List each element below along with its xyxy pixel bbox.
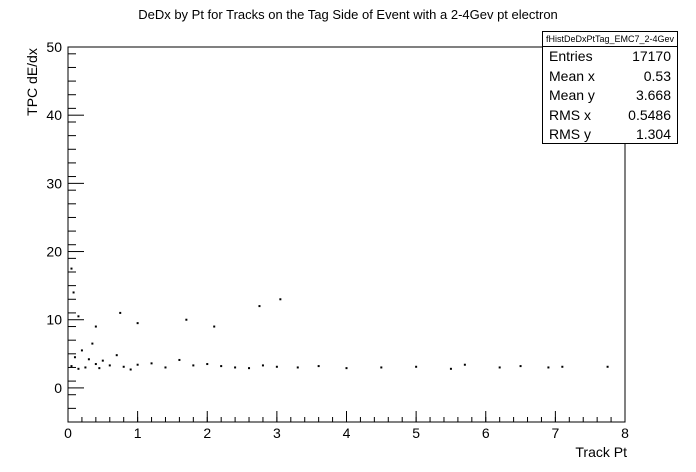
data-point [136,322,139,325]
data-point [178,358,181,361]
stats-label: RMS x [549,106,591,123]
stats-label: Mean y [549,87,595,103]
data-point [87,358,90,361]
x-tick-label: 5 [412,425,420,441]
data-point [77,367,80,370]
data-point [234,366,237,369]
data-point [73,356,76,359]
y-tick-label: 50 [46,39,62,55]
stats-value: 17170 [632,48,671,64]
data-point [213,325,216,328]
stats-label: Entries [549,48,593,64]
data-point [561,365,564,368]
data-point [449,367,452,370]
x-tick-label: 7 [551,425,559,441]
data-point [345,367,348,370]
data-point [94,363,97,366]
data-point [115,354,118,357]
data-point [206,363,209,366]
y-tick-label: 40 [46,107,62,123]
data-point [415,365,418,368]
data-point [129,368,132,371]
data-point [108,364,111,367]
stats-box: fHistDeDxPtTag_EMC7_2-4Gev Entries 17170… [542,31,678,144]
stats-row-rms-x: RMS x 0.5486 [543,106,677,126]
data-point [279,298,282,301]
data-point [70,365,73,368]
x-tick-label: 1 [134,425,142,441]
data-point [258,305,261,308]
y-tick-label: 0 [54,380,62,396]
stats-value: 3.668 [635,87,671,103]
data-point [72,291,75,294]
stats-value: 0.5486 [628,106,671,123]
x-tick-label: 2 [203,425,211,441]
data-point [220,365,223,368]
data-point [498,366,501,369]
data-point [91,342,94,345]
chart-title: DeDx by Pt for Tracks on the Tag Side of… [138,7,558,22]
stats-row-rms-y: RMS y 1.304 [543,125,677,145]
data-point [119,311,122,314]
data-point [77,315,80,318]
data-point [275,365,278,368]
stats-label: Mean x [549,67,595,84]
axis-ticks: 0 1 2 3 4 5 6 7 8 0 10 20 30 40 50 [46,39,629,441]
data-point [150,362,153,365]
data-point [70,267,73,270]
stats-label: RMS y [549,126,591,142]
data-point [94,325,97,328]
y-tick-label: 10 [46,312,62,328]
stats-box-name: fHistDeDxPtTag_EMC7_2-4Gev [543,32,677,47]
x-tick-label: 6 [482,425,490,441]
stats-value: 1.304 [635,126,671,142]
y-axis-label: TPC dE/dx [24,48,40,116]
data-point [261,364,264,367]
data-points [70,267,609,371]
x-axis-label: Track Pt [575,444,627,460]
x-tick-label: 3 [273,425,281,441]
data-point [317,365,320,368]
stats-row-entries: Entries 17170 [543,47,677,67]
y-tick-label: 20 [46,244,62,260]
data-point [519,365,522,368]
data-point [164,366,167,369]
x-tick-label: 0 [64,425,72,441]
data-point [606,365,609,368]
data-point [101,359,104,362]
x-tick-label: 4 [343,425,351,441]
stats-row-mean-x: Mean x 0.53 [543,67,677,87]
stats-value: 0.53 [643,67,671,84]
data-point [84,366,87,369]
data-point [98,367,101,370]
data-point [380,366,383,369]
data-point [248,367,251,370]
data-point [547,366,550,369]
stats-row-mean-y: Mean y 3.668 [543,86,677,106]
data-point [296,366,299,369]
y-tick-label: 30 [46,175,62,191]
data-point [192,364,195,367]
data-point [80,349,83,352]
data-point [185,318,188,321]
data-point [463,363,466,366]
x-tick-label: 8 [621,425,629,441]
data-point [122,365,125,368]
data-point [136,363,139,366]
